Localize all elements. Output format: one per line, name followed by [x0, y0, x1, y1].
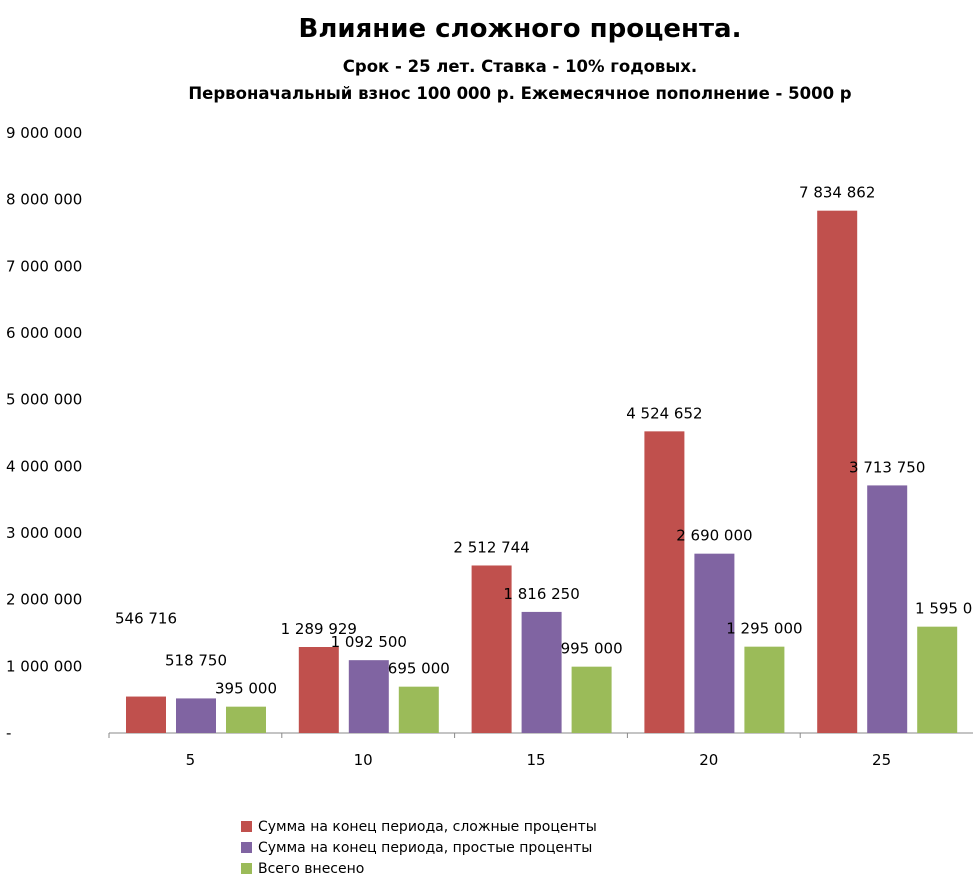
data-label: 1 295 000	[726, 620, 802, 638]
legend-item-deposited: Всего внесено	[241, 858, 597, 879]
bar-deposited	[226, 706, 266, 733]
bar-compound	[644, 431, 685, 733]
x-tick-label: 15	[526, 751, 545, 769]
bar-deposited	[744, 646, 785, 733]
bar-simple	[176, 698, 216, 733]
legend-swatch-compound	[241, 821, 252, 832]
chart-legend: Сумма на конец периода, сложные проценты…	[241, 816, 597, 879]
data-label: 1 816 250	[503, 585, 579, 603]
legend-label-simple: Сумма на конец периода, простые проценты	[258, 839, 593, 856]
y-tick-label: 2 000 000	[6, 591, 82, 609]
bar-deposited	[917, 626, 958, 733]
y-tick-label: 7 000 000	[6, 257, 82, 275]
data-label: 395 000	[215, 680, 277, 698]
x-tick-label: 5	[186, 751, 196, 769]
legend-swatch-simple	[241, 842, 252, 853]
y-tick-label: 9 000 000	[6, 124, 82, 142]
bar-compound	[817, 210, 858, 733]
x-tick-label: 10	[354, 751, 373, 769]
data-label: 7 834 862	[799, 184, 875, 202]
bar-simple	[694, 553, 735, 733]
y-tick-label: 1 000 000	[6, 657, 82, 675]
legend-item-simple: Сумма на конец периода, простые проценты	[241, 837, 597, 858]
y-tick-label: 6 000 000	[6, 324, 82, 342]
bar-simple	[348, 660, 389, 733]
data-label: 3 713 750	[849, 458, 925, 476]
legend-label-deposited: Всего внесено	[258, 860, 365, 877]
y-tick-label: 4 000 000	[6, 457, 82, 475]
chart-subtitle-line-1: Срок - 25 лет. Ставка - 10% годовых.	[342, 57, 698, 76]
data-label: 1 595 000	[915, 600, 973, 618]
data-label: 695 000	[388, 660, 450, 678]
data-label: 1 092 500	[331, 633, 407, 651]
y-tick-label: 5 000 000	[6, 391, 82, 409]
data-label: 2 690 000	[676, 527, 752, 545]
y-tick-label: -	[6, 724, 11, 742]
data-label: 2 512 744	[453, 538, 529, 556]
bar-compound	[298, 647, 339, 733]
chart-subtitle-line-2: Первоначальный взнос 100 000 р. Ежемесяч…	[188, 84, 852, 103]
x-tick-label: 20	[699, 751, 718, 769]
data-label: 4 524 652	[626, 404, 702, 422]
data-label: 518 750	[165, 651, 227, 669]
bar-deposited	[398, 686, 439, 733]
bar-compound	[126, 696, 166, 733]
bar-deposited	[571, 666, 612, 733]
bar-simple	[521, 611, 562, 733]
chart-title: Влияние сложного процента.	[298, 14, 742, 44]
data-label: 546 716	[115, 610, 177, 628]
bar-compound	[471, 565, 512, 733]
legend-swatch-deposited	[241, 863, 252, 874]
legend-label-compound: Сумма на конец периода, сложные проценты	[258, 818, 597, 835]
data-label: 1 289 929	[281, 620, 357, 638]
data-label: 995 000	[561, 640, 623, 658]
legend-item-compound: Сумма на конец периода, сложные проценты	[241, 816, 597, 837]
x-tick-label: 25	[872, 751, 891, 769]
y-tick-label: 3 000 000	[6, 524, 82, 542]
bar-chart: - 1 000 000 2 000 000 3 000 000 4 000 000 5 0…	[6, 124, 973, 769]
y-tick-label: 8 000 000	[6, 191, 82, 209]
bar-simple	[867, 485, 908, 733]
